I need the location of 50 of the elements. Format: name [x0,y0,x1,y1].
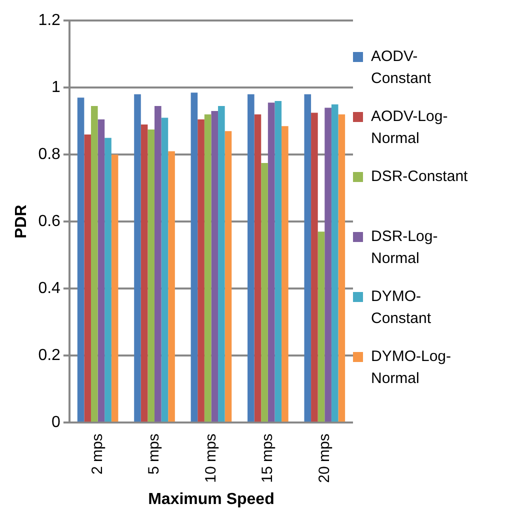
bar [98,119,105,422]
bar [190,92,198,422]
bar [254,114,262,422]
bar [211,111,218,422]
x-tick-label: 10 mps [202,434,220,483]
bar [274,101,282,422]
y-tick-label: 0.4 [38,280,61,298]
y-tick-label: 1.2 [38,12,61,30]
y-tick-label: 0.6 [38,213,61,230]
x-tick-label: 5 mps [146,434,163,474]
y-tick-label: 0.8 [38,146,61,164]
legend-label: DSR-Log-Normal [371,227,439,269]
bar [134,94,141,422]
bar [248,94,254,422]
bar [338,114,346,422]
bar [224,131,232,422]
y-tick-label: 0.2 [38,347,61,364]
bar [304,94,312,422]
bar [311,112,318,422]
bar [198,119,204,422]
legend-label: DSR-Constant [371,167,469,187]
x-axis-title: Maximum Speed [148,490,274,508]
bar [331,104,338,422]
bar [104,138,112,422]
bar [318,232,325,422]
bar [204,114,212,422]
x-tick-label: 15 mps [259,434,276,483]
legend-label: DYMO-Constant [371,287,432,329]
bar [218,106,225,422]
legend-label: AODV-Constant [371,47,432,89]
bar [140,124,148,422]
bar [282,126,288,422]
legend-label: DYMO-Log-Normal [371,347,452,389]
bar [261,162,268,422]
bar [148,129,155,422]
y-axis-title: PDR [13,204,30,238]
bar [90,106,98,422]
x-tick-label: 20 mps [316,434,333,483]
bar [84,134,91,422]
bar [168,151,175,422]
x-tick-label: 2 mps [88,434,106,474]
legend-label: AODV-Log-Normal [371,107,449,149]
bar [154,106,162,422]
y-tick-label: 1 [52,79,61,96]
bar [77,98,84,422]
y-tick-label: 0 [52,414,61,432]
bar [268,102,275,422]
bar [161,118,168,422]
bar [324,108,332,422]
bar [111,154,118,422]
